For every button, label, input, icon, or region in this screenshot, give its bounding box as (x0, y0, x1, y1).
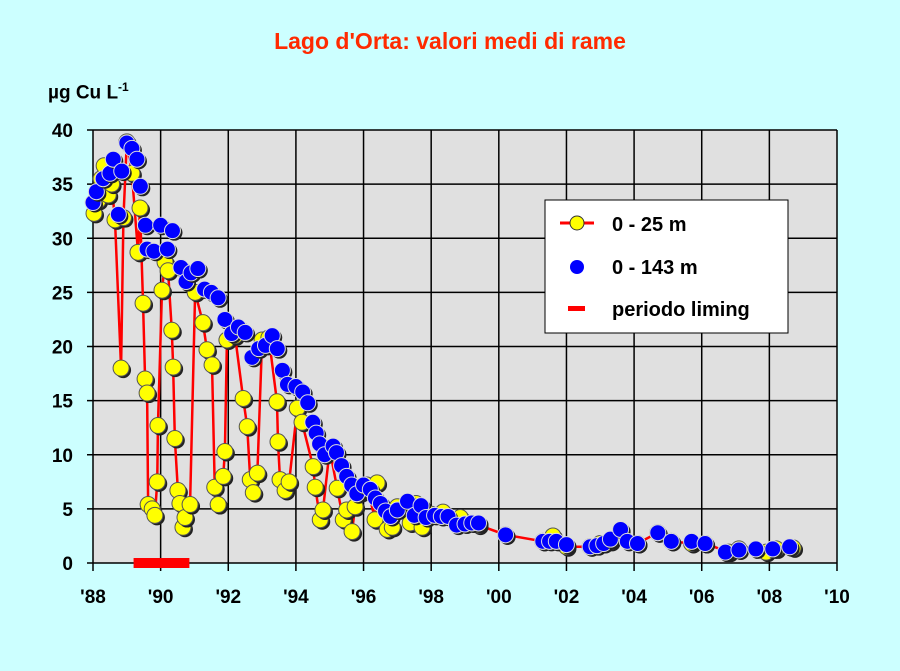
point-0-143 (113, 162, 131, 180)
point-0-143 (158, 240, 176, 258)
point-0-25 (268, 393, 286, 411)
point-0-143 (747, 540, 765, 558)
point-0-25 (248, 464, 266, 482)
x-tick-label: '00 (486, 587, 512, 608)
point-0-25 (166, 430, 184, 448)
y-axis-label-text: µg Cu L (48, 82, 119, 104)
point-0-25 (343, 523, 361, 541)
point-0-25 (216, 443, 234, 461)
point-0-25 (314, 501, 332, 519)
point-0-143 (268, 340, 286, 358)
point-0-143 (662, 532, 680, 550)
y-tick-label: 20 (52, 338, 73, 359)
point-0-25 (280, 473, 298, 491)
point-0-25 (164, 358, 182, 376)
point-0-143 (136, 216, 154, 234)
tick-labels: 0 5 10 15 20 25 30 35 40 '88 '90 '92 '94 '96 '98 '00 '02… (52, 121, 850, 608)
point-0-143 (189, 260, 207, 278)
point-0-25 (181, 496, 199, 514)
point-0-25 (209, 496, 227, 514)
point-0-143 (109, 205, 127, 223)
point-0-143 (104, 150, 122, 168)
y-tick-label: 10 (52, 446, 73, 467)
legend-marker-yellow (569, 215, 585, 231)
point-0-143 (696, 535, 714, 553)
x-tick-label: '98 (418, 587, 444, 608)
point-0-143 (131, 177, 149, 195)
y-axis-label-exponent: -1 (118, 80, 129, 94)
point-0-25 (244, 484, 262, 502)
point-0-143 (730, 541, 748, 559)
legend-label-0-25: 0 - 25 m (612, 214, 686, 236)
legend-marker-liming (568, 306, 585, 311)
chart-title: Lago d'Orta: valori medi di rame (274, 28, 626, 54)
point-0-143 (216, 310, 234, 328)
point-0-25 (269, 433, 287, 451)
point-0-143 (236, 323, 254, 341)
point-0-25 (131, 199, 149, 217)
point-0-25 (149, 417, 167, 435)
point-0-143 (209, 289, 227, 307)
legend-label-liming: periodo liming (612, 299, 750, 321)
liming-period-bar (133, 558, 190, 568)
y-tick-label: 30 (52, 229, 73, 250)
x-tick-label: '92 (215, 587, 241, 608)
x-tick-label: '94 (283, 587, 309, 608)
point-0-25 (238, 418, 256, 436)
point-0-143 (628, 535, 646, 553)
point-0-25 (234, 389, 252, 407)
x-tick-label: '02 (554, 587, 580, 608)
point-0-143 (470, 514, 488, 532)
x-tick-label: '10 (824, 587, 850, 608)
point-0-25 (194, 314, 212, 332)
point-0-143 (557, 536, 575, 554)
x-tick-label: '88 (80, 587, 106, 608)
y-tick-label: 15 (52, 392, 74, 413)
point-0-25 (163, 321, 181, 339)
x-tick-label: '90 (148, 587, 174, 608)
point-0-143 (649, 524, 667, 542)
y-tick-label: 25 (52, 283, 74, 304)
point-0-25 (146, 506, 164, 524)
point-0-143 (497, 526, 515, 544)
legend-marker-blue (570, 260, 584, 274)
legend: 0 - 25 m 0 - 143 m periodo liming (544, 199, 789, 334)
x-tick-label: '08 (757, 587, 783, 608)
point-0-25 (138, 384, 156, 402)
point-0-25 (304, 458, 322, 476)
y-tick-label: 40 (52, 121, 73, 142)
x-tick-label: '04 (621, 587, 647, 608)
point-0-143 (764, 540, 782, 558)
data-marks (84, 133, 804, 568)
point-0-25 (198, 341, 216, 359)
point-0-25 (203, 356, 221, 374)
point-0-25 (112, 359, 130, 377)
point-0-25 (153, 281, 171, 299)
legend-label-0-143: 0 - 143 m (612, 257, 698, 279)
point-0-143 (781, 538, 799, 556)
point-0-25 (148, 473, 166, 491)
y-tick-label: 35 (52, 175, 74, 196)
y-tick-label: 5 (62, 500, 73, 521)
point-0-25 (134, 294, 152, 312)
point-0-143 (163, 222, 181, 240)
point-0-25 (136, 370, 154, 388)
x-tick-label: '06 (689, 587, 715, 608)
point-0-143 (299, 394, 317, 412)
point-0-25 (214, 467, 232, 485)
y-axis-label: µg Cu L-1 (48, 80, 129, 104)
x-tick-label: '96 (351, 587, 377, 608)
y-tick-label: 0 (62, 554, 73, 575)
point-0-25 (306, 478, 324, 496)
point-0-143 (128, 150, 146, 168)
